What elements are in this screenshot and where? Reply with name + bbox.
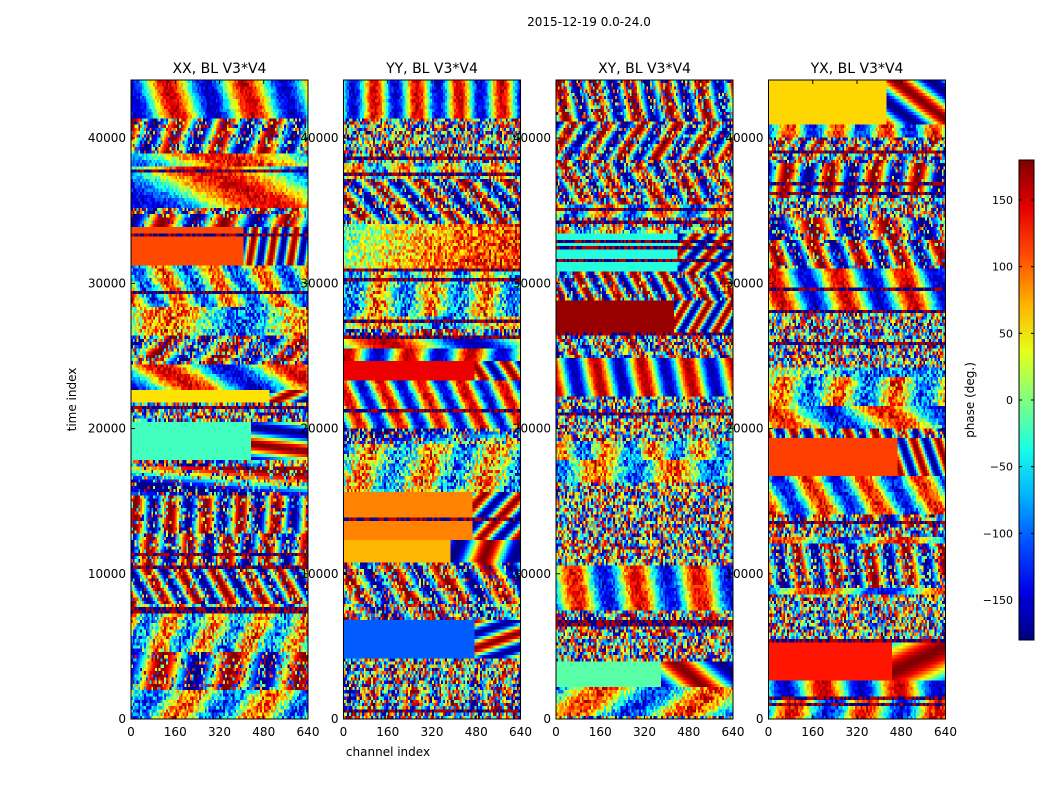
panel-title: XY, BL V3*V4: [598, 61, 691, 77]
colorbar-tick-label: −100: [983, 527, 1013, 540]
x-tick-label: 160: [164, 725, 187, 739]
x-tick-label: 0: [340, 725, 348, 739]
y-tick-label: 10000: [513, 567, 551, 581]
colorbar-tick-label: 0: [1006, 394, 1013, 407]
colorbar-tick-label: 50: [999, 327, 1013, 340]
y-tick-label: 20000: [300, 422, 338, 436]
x-tick-label: 480: [465, 725, 488, 739]
colorbar-tick-label: −50: [990, 461, 1013, 474]
x-tick-label: 640: [509, 725, 532, 739]
x-tick-label: 480: [890, 725, 913, 739]
y-tick-label: 30000: [88, 276, 126, 290]
y-tick-label: 20000: [725, 422, 763, 436]
panel-2: XY, BL V3*V4 0 160 320 480 640 0 10000 20000 3000…: [513, 61, 745, 739]
x-tick-label: 320: [208, 725, 231, 739]
heatmap-image: [131, 80, 308, 719]
x-tick-label: 480: [252, 725, 275, 739]
y-tick-label: 40000: [513, 131, 551, 145]
figure-suptitle: 2015-12-19 0.0-24.0: [527, 15, 651, 29]
x-tick-label: 160: [801, 725, 824, 739]
x-tick-label: 0: [552, 725, 560, 739]
panels-group: XX, BL V3*V4 0 160 320 480 640 0 10000 20000 3000…: [65, 61, 957, 759]
y-tick-label: 0: [331, 712, 339, 726]
x-tick-label: 160: [376, 725, 399, 739]
y-tick-label: 10000: [88, 567, 126, 581]
colorbar: 150 100 50 0 −50 −100 −150 phase (deg.): [963, 159, 1035, 641]
panel-title: YX, BL V3*V4: [810, 61, 904, 77]
x-tick-label: 320: [633, 725, 656, 739]
panel-0: XX, BL V3*V4 0 160 320 480 640 0 10000 20000 3000…: [65, 61, 319, 739]
y-tick-label: 30000: [300, 276, 338, 290]
y-tick-label: 20000: [513, 422, 551, 436]
x-tick-label: 480: [677, 725, 700, 739]
colorbar-tick-label: 150: [992, 194, 1013, 207]
x-tick-label: 640: [934, 725, 957, 739]
colorbar-tick-label: −150: [983, 594, 1013, 607]
x-tick-label: 640: [297, 725, 320, 739]
colorbar-tick-label: 100: [992, 261, 1013, 274]
x-axis-label: channel index: [346, 745, 430, 759]
x-tick-label: 0: [765, 725, 773, 739]
y-tick-label: 0: [756, 712, 764, 726]
y-axis-label: time index: [65, 368, 79, 432]
x-tick-label: 0: [127, 725, 135, 739]
x-tick-label: 320: [846, 725, 869, 739]
heatmap-image: [343, 80, 521, 719]
y-tick-label: 30000: [725, 276, 763, 290]
heatmap-image: [556, 80, 733, 719]
heatmap-image: [768, 80, 946, 719]
y-tick-label: 20000: [88, 422, 126, 436]
y-tick-label: 40000: [300, 131, 338, 145]
panel-title: XX, BL V3*V4: [173, 61, 267, 77]
y-tick-label: 0: [118, 712, 126, 726]
x-tick-label: 160: [589, 725, 612, 739]
y-tick-label: 40000: [88, 131, 126, 145]
panel-title: YY, BL V3*V4: [385, 61, 478, 77]
panel-1: YY, BL V3*V4 0 160 320 480 640 0 10000 20000 3000…: [300, 61, 532, 759]
x-tick-label: 320: [421, 725, 444, 739]
y-tick-label: 10000: [725, 567, 763, 581]
panel-3: YX, BL V3*V4 0 160 320 480 640 0 10000 20000 3000…: [725, 61, 957, 739]
y-tick-label: 0: [543, 712, 551, 726]
y-tick-label: 30000: [513, 276, 551, 290]
y-tick-label: 10000: [300, 567, 338, 581]
y-tick-label: 40000: [725, 131, 763, 145]
colorbar-label: phase (deg.): [963, 362, 977, 438]
x-tick-label: 640: [722, 725, 745, 739]
